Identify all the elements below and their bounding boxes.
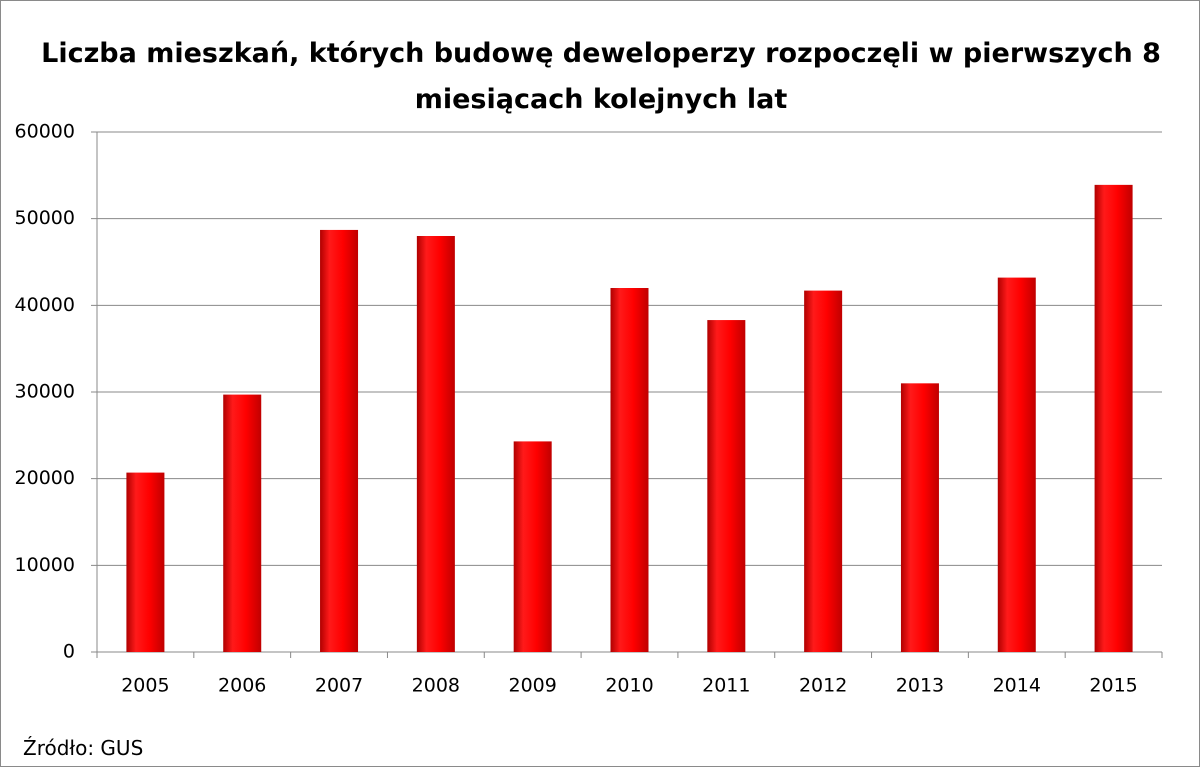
x-tick-label: 2010 <box>605 675 653 697</box>
y-tick-label: 50000 <box>15 207 75 229</box>
x-tick-label: 2015 <box>1089 675 1137 697</box>
x-tick-label: 2009 <box>509 675 557 697</box>
bar <box>416 236 455 652</box>
x-tick-label: 2007 <box>315 675 363 697</box>
y-tick-label: 0 <box>63 641 75 663</box>
bar <box>1094 184 1133 652</box>
x-tick-label: 2005 <box>121 675 169 697</box>
source-note: Źródło: GUS <box>23 736 144 760</box>
y-tick-label: 60000 <box>15 121 75 143</box>
bar <box>900 383 939 652</box>
bar <box>997 277 1036 652</box>
y-tick-label: 10000 <box>15 554 75 576</box>
bar <box>126 472 165 652</box>
y-tick-label: 40000 <box>15 294 75 316</box>
x-tick-label: 2006 <box>218 675 266 697</box>
y-tick-label: 30000 <box>15 381 75 403</box>
bar <box>223 394 262 652</box>
x-tick-label: 2013 <box>896 675 944 697</box>
bar <box>610 288 649 652</box>
x-tick-label: 2008 <box>412 675 460 697</box>
bar <box>320 229 359 652</box>
x-tick-label: 2014 <box>993 675 1041 697</box>
x-tick-label: 2012 <box>799 675 847 697</box>
chart-title: Liczba mieszkań, których budowę dewelope… <box>41 38 1161 115</box>
bar <box>513 441 552 652</box>
x-tick-label: 2011 <box>702 675 750 697</box>
y-tick-label: 20000 <box>15 467 75 489</box>
bar <box>804 290 843 652</box>
bar <box>707 320 746 652</box>
